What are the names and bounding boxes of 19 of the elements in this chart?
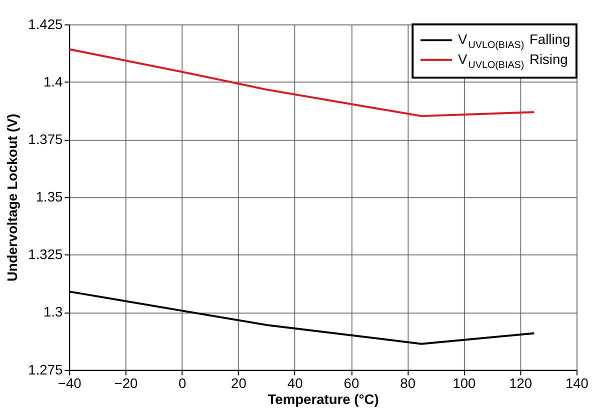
x-tick-label: 0 <box>178 375 186 392</box>
y-tick-label: 1.325 <box>28 246 64 262</box>
y-tick-label: 1.4 <box>43 73 63 90</box>
x-tick-label: 40 <box>287 375 304 392</box>
y-tick-label: 1.35 <box>36 188 63 205</box>
x-tick-label: −40 <box>58 375 82 392</box>
x-tick-label: −20 <box>114 375 138 392</box>
x-tick-label: 140 <box>565 375 589 392</box>
x-tick-label: 120 <box>509 375 532 392</box>
x-tick-label: 80 <box>400 375 416 392</box>
y-axis-title: Undervoltage Lockout (V) <box>4 114 20 282</box>
y-tick-label: 1.375 <box>28 130 64 147</box>
x-tick-label: 20 <box>231 375 247 392</box>
x-axis-title: Temperature (°C) <box>268 390 379 407</box>
x-tick-label: 60 <box>344 375 360 392</box>
y-tick-label: 1.425 <box>28 16 64 32</box>
x-tick-label: 100 <box>452 375 476 392</box>
y-tick-label: 1.275 <box>28 361 64 378</box>
y-tick-label: 1.3 <box>43 304 63 320</box>
